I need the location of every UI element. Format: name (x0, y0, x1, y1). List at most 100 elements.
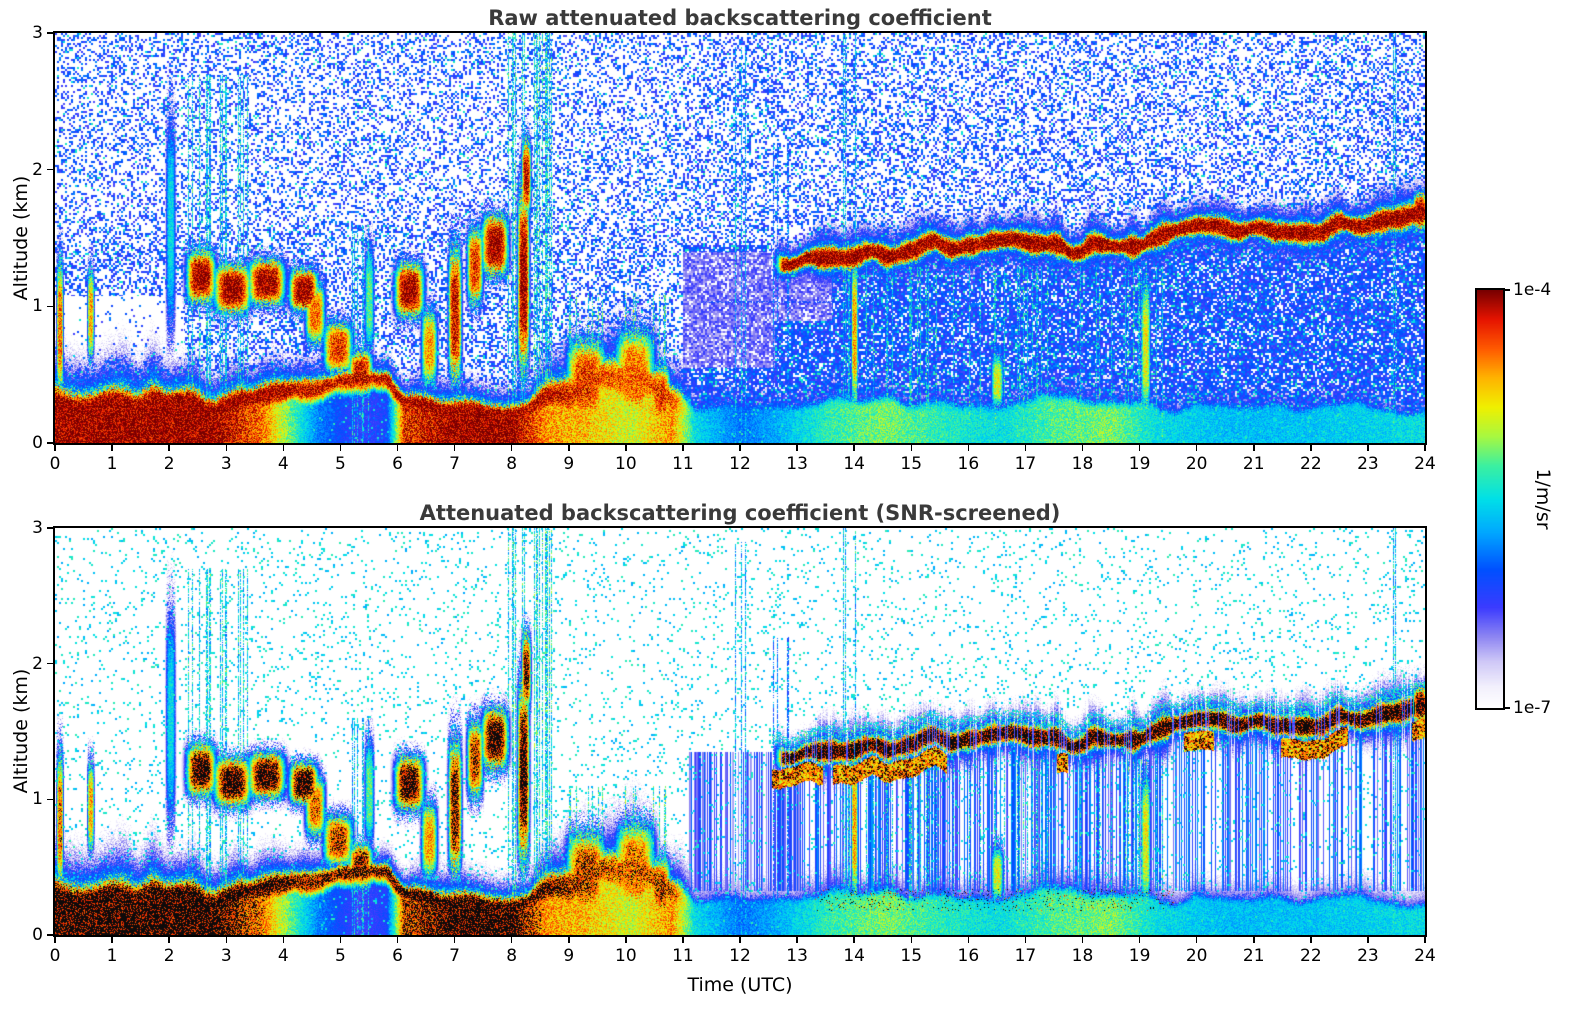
colorbar (1475, 288, 1505, 710)
x-tick-mark (510, 937, 513, 943)
x-tick-mark (453, 937, 456, 943)
x-tick-mark (1138, 937, 1141, 943)
x-tick-label: 1 (106, 946, 118, 966)
x-tick-mark (1081, 937, 1084, 943)
x-tick-mark (1081, 445, 1084, 451)
x-tick-mark (625, 445, 627, 451)
y-tick-label: 0 (32, 925, 43, 945)
x-tick-mark (910, 445, 912, 451)
x-tick-label: 0 (49, 454, 61, 474)
y-tick-mark (47, 168, 53, 171)
x-tick-label: 12 (729, 454, 751, 474)
x-tick-mark (339, 937, 342, 943)
x-tick-mark (1024, 937, 1027, 943)
x-tick-label: 17 (1014, 946, 1037, 966)
x-tick-label: 11 (672, 946, 694, 966)
x-tick-label: 7 (449, 454, 460, 474)
y-tick-mark (47, 527, 53, 529)
x-tick-label: 24 (1414, 454, 1436, 474)
x-tick-mark (1424, 445, 1426, 451)
x-tick-label: 19 (1128, 454, 1151, 474)
x-tick-mark (396, 445, 399, 451)
x-tick-mark (54, 937, 56, 943)
x-tick-mark (453, 445, 456, 451)
x-tick-mark (1195, 445, 1198, 451)
x-tick-mark (168, 937, 170, 943)
y-tick-label: 0 (32, 433, 43, 453)
colorbar-max-label: 1e-4 (1513, 280, 1552, 300)
raw-y-axis-label: Altitude (km) (10, 175, 32, 301)
x-tick-mark (739, 445, 741, 451)
y-tick-mark (47, 442, 53, 444)
raw-panel (53, 31, 1427, 445)
y-tick-label: 3 (32, 23, 43, 43)
x-tick-label: 13 (786, 946, 808, 966)
raw-panel-title: Raw attenuated backscattering coefficien… (488, 6, 992, 30)
y-tick-label: 2 (32, 159, 43, 180)
colorbar-units-label: 1/m/sr (1532, 468, 1554, 530)
x-tick-mark (682, 445, 684, 451)
x-tick-mark (225, 445, 227, 451)
x-tick-label: 1 (106, 454, 118, 474)
y-tick-mark (47, 32, 53, 34)
x-tick-mark (396, 937, 399, 943)
x-tick-mark (739, 937, 741, 943)
x-tick-label: 5 (334, 946, 346, 966)
x-tick-mark (1138, 445, 1141, 451)
x-tick-label: 24 (1414, 946, 1436, 966)
screened-panel (53, 526, 1427, 937)
x-tick-mark (1367, 937, 1369, 943)
x-tick-label: 16 (957, 946, 980, 966)
colorbar-max-tick (1505, 289, 1510, 291)
y-tick-label: 2 (32, 653, 43, 674)
x-tick-label: 23 (1357, 946, 1379, 966)
x-tick-label: 18 (1071, 454, 1094, 474)
x-tick-mark (1310, 445, 1312, 451)
x-tick-label: 6 (392, 454, 403, 474)
x-tick-mark (796, 445, 798, 451)
x-tick-label: 14 (843, 454, 865, 474)
x-tick-mark (1424, 937, 1426, 943)
y-tick-mark (47, 305, 53, 308)
x-tick-label: 20 (1185, 946, 1208, 966)
x-tick-mark (682, 937, 684, 943)
x-tick-label: 14 (843, 946, 865, 966)
x-tick-label: 3 (220, 946, 232, 966)
x-tick-mark (225, 937, 227, 943)
x-tick-mark (168, 445, 170, 451)
x-tick-mark (625, 937, 627, 943)
colorbar-min-label: 1e-7 (1513, 698, 1552, 718)
x-tick-label: 17 (1014, 454, 1037, 474)
x-tick-mark (1195, 937, 1198, 943)
screened-heatmap-canvas (55, 528, 1425, 935)
x-tick-mark (54, 445, 56, 451)
x-tick-label: 10 (615, 454, 637, 474)
x-axis-label: Time (UTC) (687, 974, 793, 996)
x-tick-label: 12 (729, 946, 751, 966)
x-tick-mark (282, 937, 285, 943)
y-tick-mark (47, 662, 53, 665)
x-tick-label: 4 (277, 946, 289, 966)
x-tick-mark (510, 445, 513, 451)
colorbar-canvas (1477, 290, 1503, 708)
x-tick-label: 21 (1242, 454, 1265, 474)
x-tick-label: 19 (1128, 946, 1151, 966)
x-tick-mark (282, 445, 285, 451)
raw-heatmap-canvas (55, 33, 1425, 443)
x-tick-label: 2 (163, 454, 175, 474)
x-tick-mark (967, 937, 970, 943)
x-tick-mark (1310, 937, 1312, 943)
x-tick-label: 11 (672, 454, 694, 474)
x-tick-label: 15 (900, 454, 923, 474)
x-tick-label: 4 (277, 454, 289, 474)
screened-panel-title: Attenuated backscattering coefficient (S… (419, 501, 1061, 525)
x-tick-label: 21 (1242, 946, 1265, 966)
x-tick-label: 9 (563, 946, 575, 966)
x-tick-mark (796, 937, 798, 943)
x-tick-label: 5 (334, 454, 346, 474)
x-tick-label: 13 (786, 454, 808, 474)
y-tick-label: 1 (32, 296, 43, 317)
x-tick-mark (1367, 445, 1369, 451)
x-tick-label: 6 (392, 946, 403, 966)
